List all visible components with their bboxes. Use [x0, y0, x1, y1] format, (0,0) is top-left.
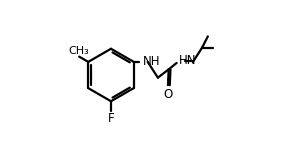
Text: F: F	[108, 112, 114, 126]
Text: CH₃: CH₃	[68, 46, 89, 56]
Text: HN: HN	[179, 54, 197, 67]
Text: O: O	[163, 87, 173, 100]
Text: NH: NH	[143, 55, 160, 68]
